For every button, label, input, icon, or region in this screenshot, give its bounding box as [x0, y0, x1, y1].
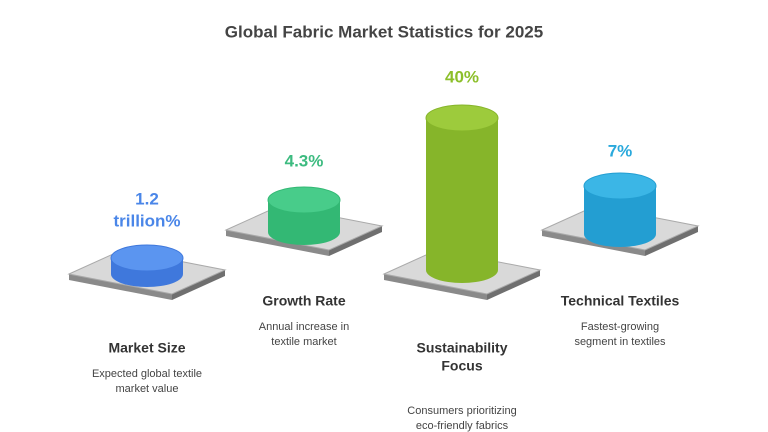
- page-title: Global Fabric Market Statistics for 2025: [225, 22, 543, 41]
- item-title: Technical Textiles: [561, 293, 680, 309]
- item-description: Annual increase in: [259, 321, 350, 333]
- platform-side: [487, 270, 540, 300]
- cylinder-top: [267, 186, 341, 214]
- item-description: eco-friendly fabrics: [416, 420, 509, 432]
- value-label: trillion%: [113, 211, 180, 230]
- value-label: 40%: [445, 67, 479, 86]
- item-title: Growth Rate: [262, 293, 345, 309]
- cylinder-top: [110, 244, 184, 272]
- item-description: textile market: [271, 336, 336, 348]
- platform-side: [172, 270, 225, 300]
- platform-side: [69, 274, 172, 300]
- item-description: market value: [116, 383, 179, 395]
- item-title: Market Size: [108, 340, 185, 356]
- platform-side: [329, 226, 382, 256]
- cylinder-body: [426, 118, 498, 270]
- value-label: 1.2: [135, 189, 159, 208]
- cylinder-top: [425, 104, 499, 132]
- platform-side: [384, 274, 487, 300]
- item-title: Focus: [441, 358, 482, 374]
- value-label: 4.3%: [285, 151, 324, 170]
- item-description: Fastest-growing: [581, 321, 659, 333]
- platform-side: [645, 226, 698, 256]
- item-title: Sustainability: [416, 340, 507, 356]
- platform-side: [226, 230, 329, 256]
- item-description: segment in textiles: [574, 336, 666, 348]
- value-label: 7%: [608, 141, 633, 160]
- item-description: Expected global textile: [92, 368, 202, 380]
- item-description: Consumers prioritizing: [407, 405, 516, 417]
- platform-side: [542, 230, 645, 256]
- cylinder-top: [583, 172, 657, 200]
